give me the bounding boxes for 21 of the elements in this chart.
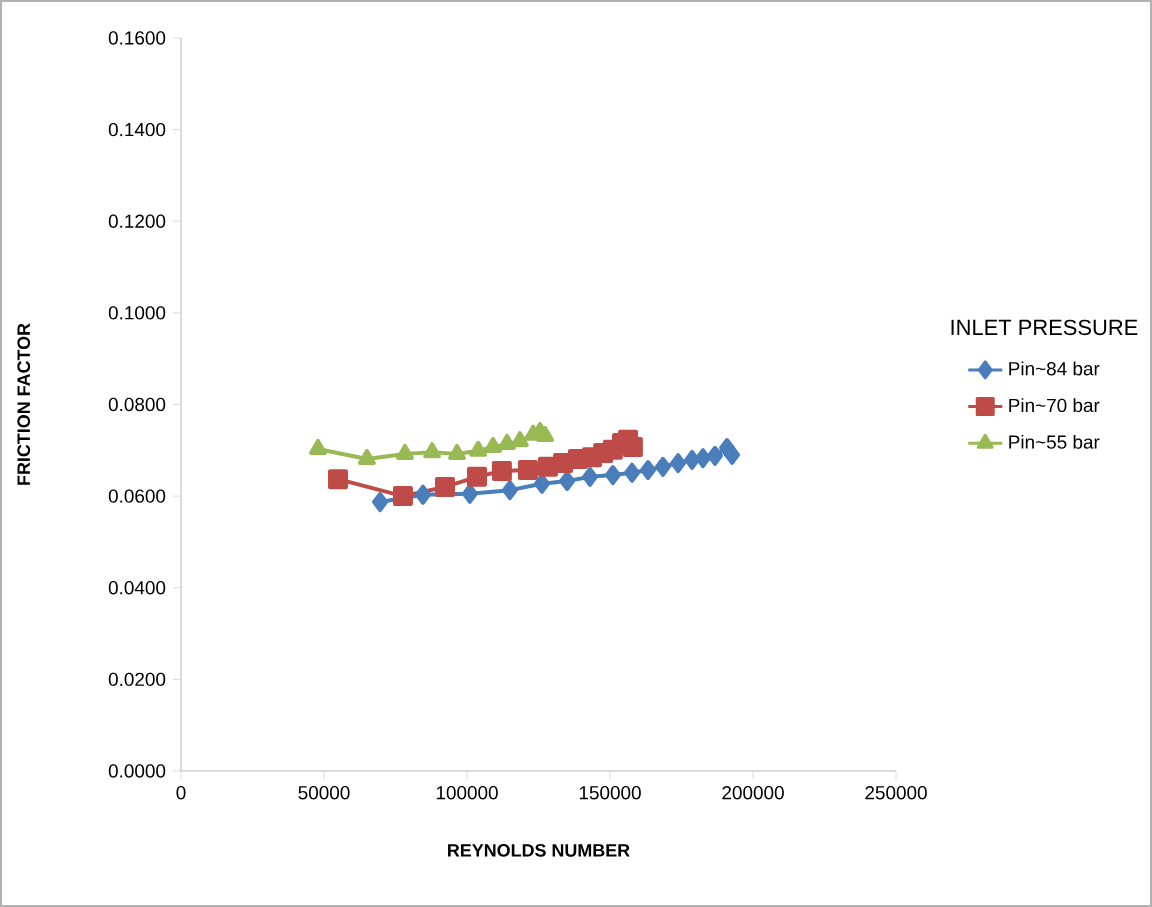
y-tick-label: 0.1600 — [108, 31, 166, 45]
y-axis-title: FRICTION FACTOR — [17, 323, 31, 485]
x-axis-title: REYNOLDS NUMBER — [448, 843, 630, 857]
y-tick-label: 0.1000 — [108, 306, 166, 320]
legend-label: Pin~84 bar — [1009, 361, 1100, 376]
x-tick-label: 100000 — [436, 786, 498, 800]
legend-label: Pin~55 bar — [1009, 434, 1100, 449]
y-tick-label: 0.0800 — [108, 397, 166, 412]
legend-label: Pin~70 bar — [1009, 398, 1100, 413]
x-tick-label: 250000 — [865, 786, 927, 800]
legend-title: INLET PRESSURE — [951, 319, 1138, 336]
y-tick-label: 0.1200 — [108, 214, 166, 228]
y-tick-label: 0.0200 — [108, 672, 166, 687]
x-tick-label: 150000 — [579, 786, 641, 800]
y-tick-label: 0.0600 — [108, 489, 166, 503]
y-tick-label: 0.0000 — [108, 764, 166, 778]
y-tick-label: 0.1400 — [108, 122, 166, 137]
x-tick-label: 50000 — [298, 786, 350, 800]
x-tick-label: 0 — [176, 786, 186, 800]
x-tick-label: 200000 — [722, 786, 784, 800]
y-tick-label: 0.0400 — [108, 581, 166, 595]
